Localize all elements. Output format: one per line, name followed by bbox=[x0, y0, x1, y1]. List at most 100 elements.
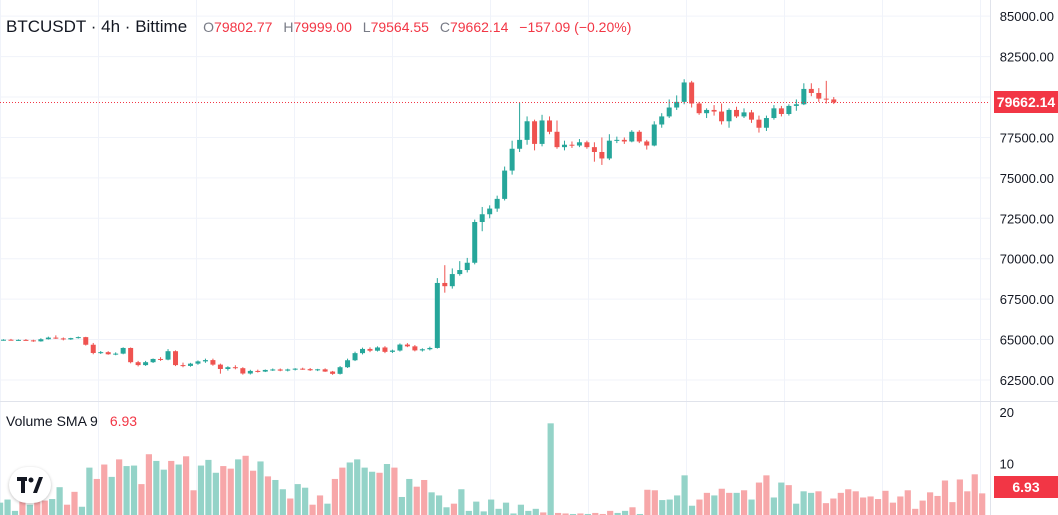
candle bbox=[816, 88, 822, 102]
volume-bar bbox=[927, 492, 934, 515]
candle-body bbox=[539, 120, 545, 144]
volume-bar bbox=[815, 491, 822, 515]
volume-bar bbox=[599, 513, 606, 515]
candle-body bbox=[277, 369, 283, 371]
volume-bar bbox=[421, 479, 428, 515]
candle-body bbox=[651, 124, 657, 146]
candle bbox=[823, 80, 829, 104]
candle bbox=[292, 368, 298, 371]
volume-bar bbox=[919, 500, 926, 515]
candle bbox=[659, 113, 665, 128]
volume-bar bbox=[145, 454, 152, 515]
candle bbox=[472, 219, 478, 265]
volume-bar bbox=[510, 513, 517, 515]
candle-body bbox=[689, 82, 695, 104]
candle-body bbox=[225, 367, 231, 369]
candle bbox=[442, 265, 448, 293]
volume-bar bbox=[34, 493, 41, 515]
candle bbox=[554, 120, 560, 149]
volume-bar bbox=[711, 495, 718, 515]
volume-bar bbox=[837, 492, 844, 515]
volume-bar bbox=[555, 512, 562, 515]
candle-body bbox=[173, 351, 179, 366]
volume-bar bbox=[770, 497, 777, 515]
candle-body bbox=[128, 347, 134, 363]
candle bbox=[150, 358, 156, 364]
candle-body bbox=[180, 365, 186, 367]
volume-bar bbox=[183, 456, 190, 515]
candle-body bbox=[763, 118, 769, 128]
volume-bar bbox=[517, 504, 524, 515]
volume-bar bbox=[607, 510, 614, 515]
candle bbox=[651, 121, 657, 147]
volume-bar bbox=[488, 499, 495, 515]
candle-body bbox=[629, 131, 635, 142]
volume-bar bbox=[592, 512, 599, 515]
volume-bar bbox=[406, 478, 413, 515]
candle-body bbox=[666, 107, 672, 117]
candle-body bbox=[449, 274, 455, 287]
low-value: L79564.55 bbox=[362, 19, 429, 35]
volume-bar bbox=[190, 490, 197, 515]
candle bbox=[217, 363, 223, 374]
candle-body bbox=[23, 339, 29, 341]
candle bbox=[808, 83, 814, 97]
volume-bar bbox=[56, 487, 63, 515]
volume-bar bbox=[681, 475, 688, 515]
candle-body bbox=[83, 337, 89, 345]
candle bbox=[135, 360, 141, 367]
candle-body bbox=[472, 222, 478, 263]
candle bbox=[606, 134, 612, 161]
candle bbox=[614, 136, 620, 144]
volume-bar bbox=[428, 492, 435, 515]
candle-body bbox=[591, 147, 597, 152]
candle-body bbox=[143, 362, 149, 366]
volume-bar bbox=[867, 496, 874, 515]
volume-bar bbox=[220, 466, 227, 515]
volume-bar bbox=[369, 471, 376, 515]
volume-bar bbox=[480, 511, 487, 515]
candle bbox=[412, 345, 418, 352]
candle-body bbox=[636, 131, 642, 142]
candle bbox=[726, 108, 732, 128]
volume-bar bbox=[26, 504, 33, 515]
candle-body bbox=[45, 337, 51, 340]
volume-bar bbox=[956, 479, 963, 515]
candle-body bbox=[734, 109, 740, 117]
candle-body bbox=[517, 139, 523, 149]
tradingview-logo-icon[interactable] bbox=[9, 467, 51, 503]
grid-lines bbox=[0, 0, 990, 515]
volume-bar bbox=[376, 472, 383, 515]
price-axis[interactable]: 85000.0082500.0080000.0077500.0075000.00… bbox=[1000, 9, 1054, 388]
candle-body bbox=[561, 144, 567, 148]
candle bbox=[719, 103, 725, 125]
candle bbox=[569, 141, 575, 148]
candle-body bbox=[75, 337, 81, 339]
candle-body bbox=[771, 108, 777, 119]
volume-bar bbox=[845, 489, 852, 515]
candle-body bbox=[292, 368, 298, 370]
candle bbox=[165, 349, 171, 361]
volume-bar bbox=[874, 499, 882, 515]
candle-body bbox=[419, 349, 425, 351]
candle-body bbox=[711, 109, 717, 112]
candle bbox=[90, 342, 96, 355]
symbol-title[interactable]: BTCUSDT · 4h · Bittime bbox=[6, 17, 188, 36]
candle bbox=[300, 367, 306, 370]
candle bbox=[801, 83, 807, 106]
candle-body bbox=[793, 104, 799, 106]
candle bbox=[225, 366, 231, 371]
volume-legend[interactable]: Volume SMA 9 6.93 bbox=[6, 413, 137, 429]
volume-bar bbox=[495, 508, 502, 515]
volume-bar bbox=[339, 467, 346, 515]
candle bbox=[524, 116, 530, 145]
volume-bar bbox=[785, 485, 792, 515]
candle bbox=[202, 358, 208, 363]
volume-bar bbox=[674, 495, 681, 515]
candle-body bbox=[315, 369, 321, 371]
candle bbox=[644, 139, 650, 150]
volume-bar bbox=[49, 499, 56, 515]
volume-bar bbox=[175, 464, 182, 515]
